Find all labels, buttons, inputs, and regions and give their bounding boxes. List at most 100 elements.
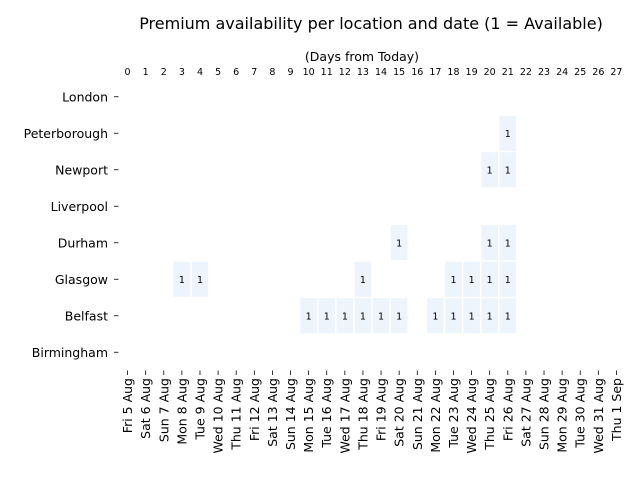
top-tick-label: 10	[303, 67, 315, 78]
cell-value-label: 1	[342, 311, 348, 322]
available-cell	[481, 152, 498, 188]
cell-value-label: 1	[487, 238, 493, 249]
top-tick-label: 15	[393, 67, 405, 78]
cell-value-label: 1	[360, 311, 366, 322]
top-tick-label: 18	[447, 67, 459, 78]
column-label: Thu 1 Sep	[609, 378, 624, 442]
column-label: Wed 17 Aug	[337, 378, 352, 454]
row-label: Belfast	[65, 308, 108, 323]
top-tick-label: 21	[502, 67, 514, 78]
top-tick-label: 19	[466, 67, 478, 78]
top-tick-label: 4	[197, 67, 203, 78]
available-cell	[499, 152, 517, 188]
cell-value-label: 1	[505, 238, 511, 249]
top-tick-label: 11	[321, 67, 333, 78]
column-label: Mon 15 Aug	[301, 378, 316, 453]
top-axis-label: (Days from Today)	[305, 49, 419, 64]
available-cell	[463, 298, 480, 334]
column-label: Wed 10 Aug	[211, 378, 226, 454]
top-tick-label: 22	[520, 67, 532, 78]
column-label: Fri 5 Aug	[120, 378, 135, 433]
column-label: Sun 14 Aug	[283, 378, 298, 450]
cell-value-label: 1	[469, 311, 475, 322]
cell-value-label: 1	[505, 129, 511, 140]
cell-value-label: 1	[505, 275, 511, 286]
column-label: Sun 7 Aug	[156, 378, 171, 442]
column-label: Wed 31 Aug	[591, 378, 606, 454]
available-cell	[445, 298, 462, 334]
available-cell	[481, 225, 498, 261]
available-cell	[300, 298, 317, 334]
top-tick-label: 26	[592, 67, 604, 78]
column-label: Sat 13 Aug	[265, 378, 280, 447]
available-cell	[390, 298, 408, 334]
top-tick-label: 17	[429, 67, 441, 78]
top-tick-label: 1	[143, 67, 149, 78]
column-label: Thu 18 Aug	[355, 378, 370, 451]
cell-value-label: 1	[450, 275, 456, 286]
row-label: Birmingham	[32, 345, 108, 360]
cell-value-label: 1	[487, 275, 493, 286]
top-tick-label: 2	[161, 67, 167, 78]
available-cell	[354, 261, 372, 297]
cell-value-label: 1	[360, 275, 366, 286]
row-labels: London Peterborough Newport Liverpool Durham…	[24, 89, 119, 360]
available-cell	[499, 225, 517, 261]
cell-value-label: 1	[450, 311, 456, 322]
row-label: Durham	[58, 235, 108, 250]
available-cell	[390, 225, 408, 261]
cell-value-label: 1	[487, 165, 493, 176]
column-label: Mon 8 Aug	[174, 378, 189, 445]
available-cell	[427, 298, 444, 334]
column-label: Tue 9 Aug	[192, 378, 207, 441]
cell-value-label: 1	[306, 311, 312, 322]
column-label: Mon 22 Aug	[428, 378, 443, 453]
row-label: Glasgow	[55, 272, 108, 287]
available-cell	[191, 261, 209, 297]
top-tick-label: 23	[538, 67, 550, 78]
column-label: Wed 24 Aug	[464, 378, 479, 454]
cell-value-label: 1	[197, 275, 203, 286]
row-label: Newport	[55, 162, 108, 177]
column-label: Sat 20 Aug	[392, 378, 407, 447]
column-label: Thu 25 Aug	[482, 378, 497, 451]
cell-value-label: 1	[396, 311, 402, 322]
available-cell	[318, 298, 336, 334]
available-cell	[463, 261, 480, 297]
cell-value-label: 1	[505, 311, 511, 322]
available-cell	[499, 298, 517, 334]
cell-value-label: 1	[396, 238, 402, 249]
top-tick-label: 13	[357, 67, 369, 78]
chart-title: Premium availability per location and da…	[139, 14, 603, 33]
heatmap-cells: 1 1 1 1 1 1 1 1 1 1 1 1 1 1 1 1 1 1 1 1 1 1 1 1	[173, 115, 517, 334]
top-tick-label: 3	[179, 67, 185, 78]
available-cell	[499, 115, 517, 151]
top-tick-label: 27	[610, 67, 622, 78]
top-tick-label: 0	[125, 67, 131, 78]
column-label: Sun 28 Aug	[537, 378, 552, 450]
row-label: Peterborough	[24, 126, 108, 141]
column-label: Tue 30 Aug	[573, 378, 588, 449]
top-tick-label: 9	[287, 67, 293, 78]
column-label: Thu 11 Aug	[229, 378, 244, 451]
top-tick-label: 5	[215, 67, 221, 78]
row-label: London	[62, 89, 108, 104]
top-tick-label: 7	[251, 67, 257, 78]
top-tick-label: 24	[556, 67, 568, 78]
cell-value-label: 1	[505, 165, 511, 176]
column-label: Fri 19 Aug	[374, 378, 389, 441]
top-tick-label: 6	[233, 67, 239, 78]
available-cell	[481, 298, 498, 334]
cell-value-label: 1	[324, 311, 330, 322]
column-label: Sun 21 Aug	[410, 378, 425, 450]
available-cell	[499, 261, 517, 297]
cell-value-label: 1	[432, 311, 438, 322]
cell-value-label: 1	[487, 311, 493, 322]
column-label: Fri 12 Aug	[247, 378, 262, 441]
available-cell	[354, 298, 372, 334]
top-tick-label: 14	[375, 67, 387, 78]
available-cell	[372, 298, 390, 334]
available-cell	[481, 261, 498, 297]
column-label: Tue 16 Aug	[319, 378, 334, 449]
cell-value-label: 1	[378, 311, 384, 322]
